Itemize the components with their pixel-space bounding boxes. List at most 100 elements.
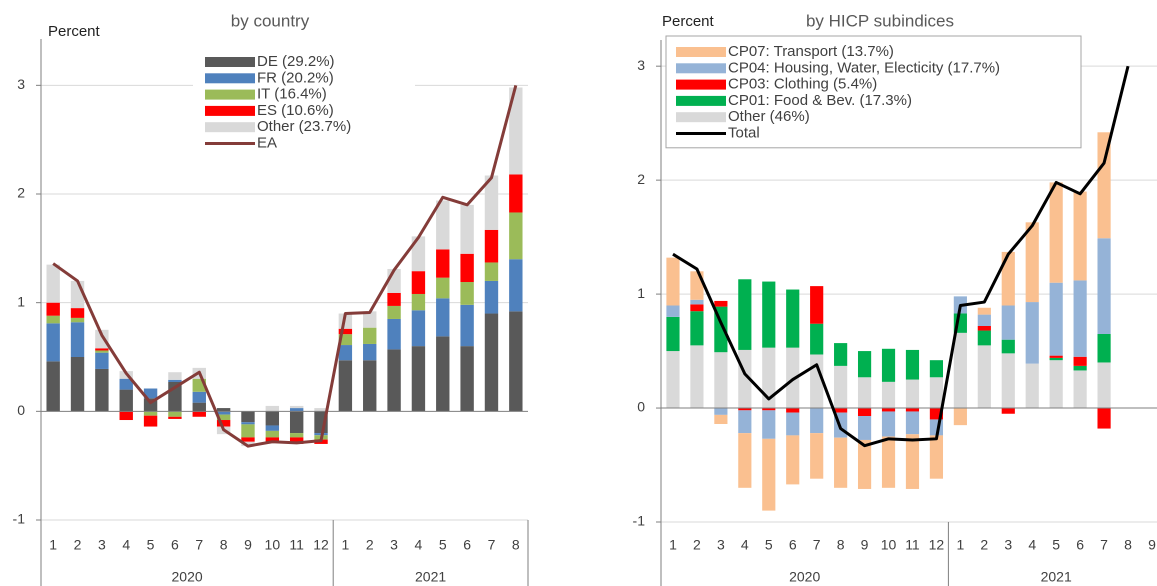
x-tick-label: 3	[1004, 537, 1012, 553]
x-tick-label: 8	[1124, 537, 1132, 553]
bar	[857, 439, 872, 489]
bar	[905, 379, 920, 409]
bar	[484, 175, 499, 230]
x-tick-label: 7	[195, 537, 203, 553]
bar	[95, 350, 109, 353]
bar	[70, 308, 85, 318]
x-tick-label: 7	[1100, 537, 1108, 553]
bar	[1049, 282, 1063, 356]
bar	[834, 365, 848, 409]
x-tick-label: 6	[1076, 537, 1084, 553]
bar	[241, 411, 255, 423]
bar	[143, 415, 158, 427]
x-tick-label: 4	[1028, 537, 1036, 553]
bar	[738, 408, 752, 411]
bar	[881, 381, 896, 409]
bar	[714, 300, 728, 307]
y-axis-label: Percent	[48, 23, 101, 40]
bar	[143, 411, 158, 416]
bar	[216, 414, 231, 421]
bar	[168, 372, 182, 380]
bar	[436, 298, 450, 337]
bar	[810, 323, 824, 355]
bar	[881, 436, 896, 488]
bar	[289, 437, 304, 444]
x-tick-label: 12	[929, 537, 945, 553]
bar	[714, 408, 728, 415]
bar	[289, 405, 304, 409]
bar	[1097, 238, 1111, 334]
bar	[1049, 182, 1063, 283]
x-tick-label: 8	[512, 537, 520, 553]
bar	[834, 408, 848, 413]
bar	[1097, 333, 1111, 363]
bar	[810, 286, 824, 324]
x-tick-label: 9	[1148, 537, 1156, 553]
bar	[265, 411, 280, 426]
x-tick-label: 6	[789, 537, 797, 553]
bar	[241, 437, 255, 442]
bar	[953, 408, 967, 426]
bar	[977, 330, 991, 346]
x-tick-label: 1	[669, 537, 677, 553]
bar	[762, 347, 776, 409]
bar	[509, 212, 523, 260]
bar	[1097, 132, 1111, 239]
y-tick-label: 2	[17, 185, 25, 201]
legend-label: Other (23.7%)	[257, 118, 351, 135]
bar	[929, 360, 944, 378]
x-tick-label: 12	[313, 537, 329, 553]
bar	[857, 351, 872, 378]
bar	[363, 311, 377, 328]
x-tick-label: 2	[980, 537, 988, 553]
bar	[46, 264, 60, 303]
bar	[714, 414, 728, 424]
bar	[216, 408, 231, 412]
bar	[929, 435, 944, 479]
bar	[484, 229, 499, 263]
legend-swatch	[205, 89, 255, 100]
bar	[509, 174, 523, 213]
legend-swatch	[205, 57, 255, 67]
x-tick-label: 1	[341, 537, 349, 553]
line	[672, 65, 1130, 448]
bar	[95, 348, 109, 351]
x-tick-label: 9	[244, 537, 252, 553]
bar	[690, 304, 704, 312]
y-tick-label: 0	[637, 399, 645, 415]
bar	[977, 314, 991, 326]
bar	[1073, 191, 1087, 281]
bar	[192, 391, 206, 403]
bar	[1001, 305, 1015, 340]
bar	[338, 345, 353, 361]
bar	[411, 346, 426, 412]
x-tick-label: 5	[439, 537, 447, 553]
x-tick-label: 5	[1052, 537, 1060, 553]
x-tick-label: 5	[765, 537, 773, 553]
x-tick-label: 1	[956, 537, 964, 553]
x-tick-label: 3	[390, 537, 398, 553]
x-group-label: 2021	[415, 569, 446, 585]
bar	[1073, 356, 1087, 366]
x-tick-label: 4	[741, 537, 749, 553]
bar	[387, 305, 401, 319]
bar	[834, 437, 848, 488]
bar	[168, 416, 182, 419]
bar	[436, 249, 450, 278]
bar	[460, 204, 474, 254]
bar	[411, 293, 426, 311]
x-group-label: 2020	[172, 569, 203, 585]
bar	[1073, 365, 1087, 371]
bar	[1001, 339, 1015, 354]
bar	[314, 408, 328, 412]
bar	[289, 408, 304, 412]
bar	[834, 343, 848, 366]
bar	[119, 378, 133, 390]
bar	[46, 315, 60, 324]
bar	[143, 388, 158, 399]
bar	[460, 304, 474, 347]
legend-swatch	[205, 73, 255, 84]
bar	[70, 357, 85, 412]
bar	[436, 277, 450, 299]
